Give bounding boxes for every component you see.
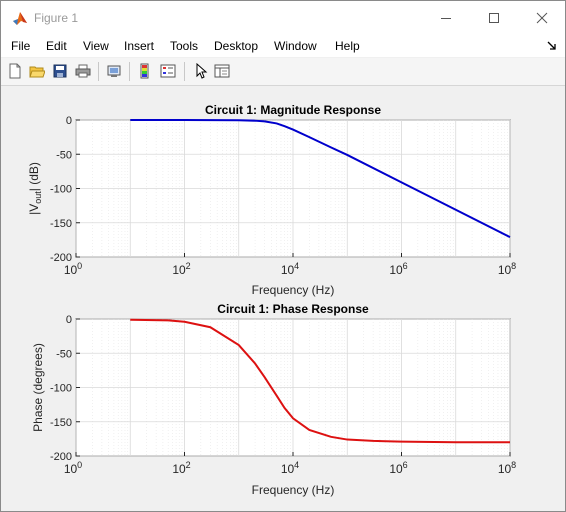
minimize-button[interactable] [423, 1, 469, 35]
phase-plot-xlabel: Frequency (Hz) [252, 483, 335, 497]
y-tick-label: 0 [66, 314, 72, 326]
dock-arrow-icon[interactable] [547, 41, 557, 51]
menu-file[interactable]: File [11, 39, 31, 53]
x-tick-label: 102 [172, 460, 190, 476]
x-tick-label: 108 [498, 460, 516, 476]
menu-help[interactable]: Help [335, 39, 360, 53]
y-tick-label: -100 [50, 184, 72, 196]
legend-icon[interactable] [160, 63, 176, 79]
y-tick-label: -50 [56, 149, 72, 161]
y-tick-label: 0 [66, 115, 72, 127]
x-tick-label: 104 [281, 460, 299, 476]
magnitude-plot-xlabel: Frequency (Hz) [252, 283, 335, 297]
open-file-icon[interactable] [29, 63, 45, 79]
toolbar-separator [184, 62, 185, 81]
x-tick-label: 106 [389, 261, 407, 277]
menu-desktop[interactable]: Desktop [214, 39, 259, 53]
minimize-icon [441, 18, 451, 19]
x-tick-label: 100 [64, 460, 82, 476]
new-figure-icon[interactable] [7, 63, 23, 79]
matlab-icon [13, 12, 27, 25]
magnitude-plot-ylabel: |Vout| (dB) [27, 162, 43, 215]
magnitude-plot[interactable]: Circuit 1: Magnitude Response 0 -50 -100 -1… [27, 103, 516, 297]
menu-insert[interactable]: Insert [124, 39, 155, 53]
maximize-button[interactable] [471, 1, 517, 35]
magnitude-series-line [130, 119, 511, 239]
print-icon[interactable] [75, 63, 91, 79]
phase-series-line [130, 318, 510, 444]
toolbar [1, 58, 565, 86]
link-icon[interactable] [106, 63, 122, 79]
figure-canvas[interactable]: Circuit 1: Magnitude Response 0 -50 -100 -1… [1, 86, 565, 511]
phase-plot-title: Circuit 1: Phase Response [217, 302, 369, 316]
toolbar-separator [98, 62, 99, 81]
menu-tools[interactable]: Tools [170, 39, 199, 53]
close-icon [536, 12, 548, 24]
menu-window[interactable]: Window [274, 39, 317, 53]
phase-plot[interactable]: Circuit 1: Phase Response 0 -50 -100 -150 -2… [31, 302, 516, 497]
menu-edit[interactable]: Edit [46, 39, 67, 53]
x-tick-label: 100 [64, 261, 82, 277]
x-tick-label: 108 [498, 261, 516, 277]
window-title: Figure 1 [34, 11, 79, 25]
pointer-icon[interactable] [193, 63, 209, 79]
maximize-icon [489, 13, 499, 23]
y-tick-label: -150 [50, 417, 72, 429]
x-tick-label: 106 [389, 460, 407, 476]
y-tick-label: -200 [50, 252, 72, 264]
menu-view[interactable]: View [83, 39, 109, 53]
magnitude-plot-grid [75, 119, 511, 258]
y-tick-label: -150 [50, 218, 72, 230]
toolbar-separator [129, 62, 130, 81]
x-tick-label: 102 [172, 261, 190, 277]
title-bar: Figure 1 [1, 1, 565, 35]
close-button[interactable] [519, 1, 565, 35]
y-tick-label: -200 [50, 451, 72, 463]
save-icon[interactable] [52, 63, 68, 79]
colorbar-icon[interactable] [137, 63, 153, 79]
property-editor-icon[interactable] [214, 63, 230, 79]
phase-plot-ylabel: Phase (degrees) [31, 343, 45, 432]
y-tick-label: -100 [50, 383, 72, 395]
y-tick-label: -50 [56, 348, 72, 360]
magnitude-plot-title: Circuit 1: Magnitude Response [205, 103, 381, 117]
x-tick-label: 104 [281, 261, 299, 277]
menu-bar: File Edit View Insert Tools Desktop Wind… [1, 35, 565, 57]
